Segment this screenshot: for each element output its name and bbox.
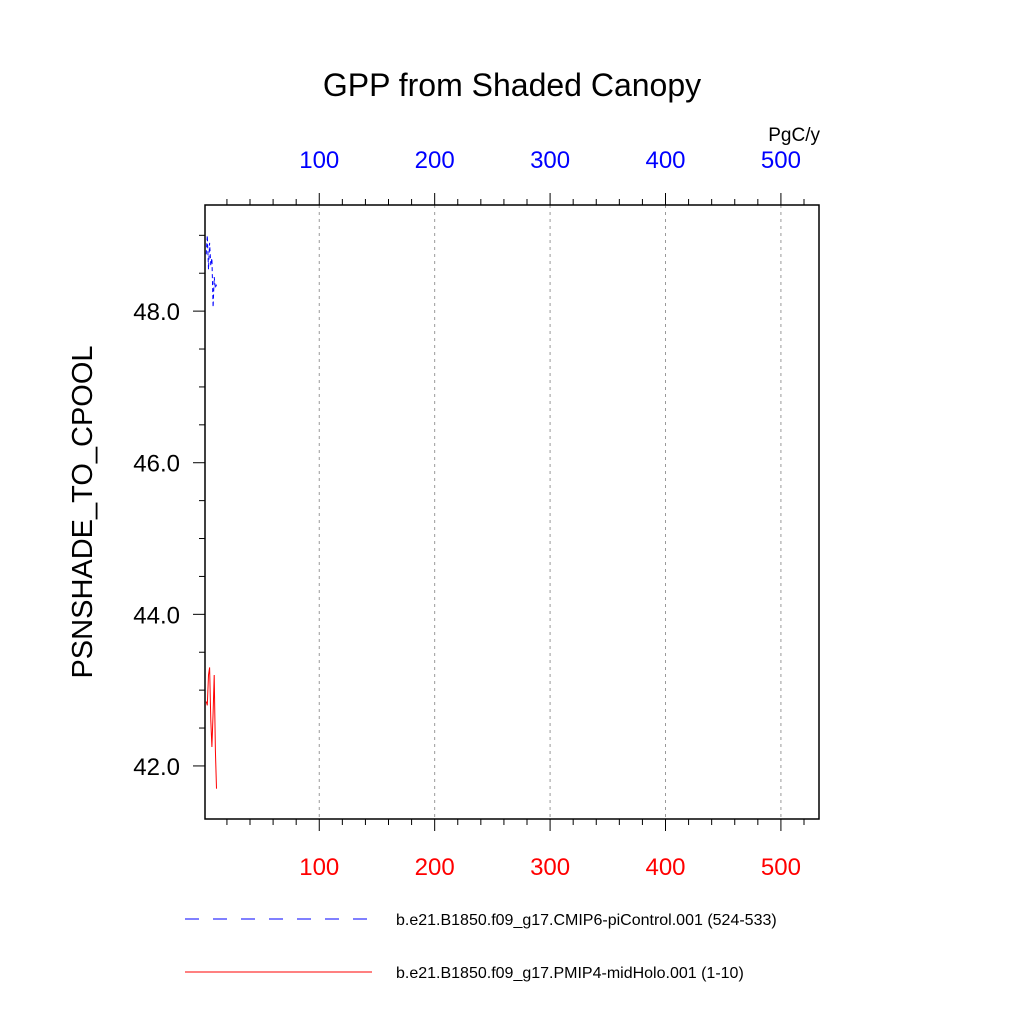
- y-tick-label: 42.0: [133, 754, 180, 781]
- legend-label: b.e21.B1850.f09_g17.PMIP4-midHolo.001 (1…: [396, 965, 744, 982]
- legend: b.e21.B1850.f09_g17.CMIP6-piControl.001 …: [185, 912, 777, 982]
- x-bottom-tick-label: 400: [645, 854, 685, 881]
- series-line-1: [205, 667, 217, 789]
- x-top-tick-label: 300: [530, 147, 570, 174]
- x-top-tick-label: 200: [415, 147, 455, 174]
- series-lines: [205, 235, 217, 789]
- legend-label: b.e21.B1850.f09_g17.CMIP6-piControl.001 …: [396, 912, 777, 929]
- x-top-tick-label: 400: [645, 147, 685, 174]
- x-bottom-tick-label: 100: [299, 854, 339, 881]
- series-line-0: [205, 235, 217, 308]
- x-top-tick-label: 100: [299, 147, 339, 174]
- x-top-tick-label: 500: [761, 147, 801, 174]
- units-label: PgC/y: [768, 125, 820, 146]
- plot-frame: [204, 204, 820, 820]
- y-tick-label: 46.0: [133, 451, 180, 478]
- x-bottom-tick-label: 200: [415, 854, 455, 881]
- y-tick-label: 44.0: [133, 602, 180, 629]
- y-axis-label: PSNSHADE_TO_CPOOL: [67, 345, 99, 678]
- x-bottom-tick-label: 300: [530, 854, 570, 881]
- x-bottom-tick-label: 500: [761, 854, 801, 881]
- axis-ticks: 100 200 300 400 500 100 200 300 400 500 42.0 44.0 46…: [133, 147, 805, 881]
- grid-lines: [318, 205, 782, 819]
- chart-title: GPP from Shaded Canopy: [323, 67, 701, 103]
- y-tick-label: 48.0: [133, 299, 180, 326]
